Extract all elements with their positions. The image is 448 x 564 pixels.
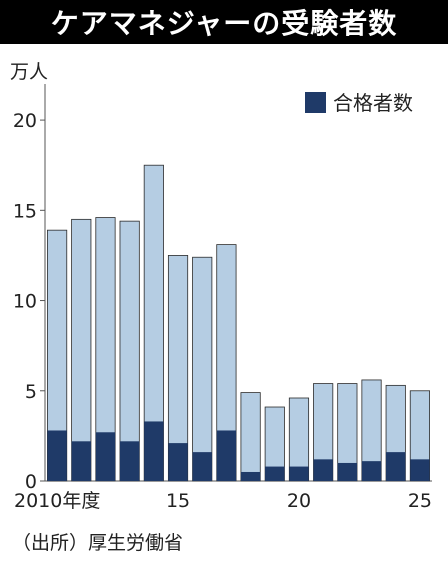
legend-swatch-passers <box>305 92 326 113</box>
bar-examinees <box>192 256 213 482</box>
bar-passers <box>216 430 237 481</box>
y-tick-label: 5 <box>25 381 37 403</box>
bar-passers <box>95 432 116 481</box>
source-note: （出所）厚生労働省 <box>12 532 184 554</box>
bar-passers <box>337 462 358 481</box>
bar-passers <box>168 443 188 481</box>
bar-passers <box>265 466 285 481</box>
bar-passers <box>71 441 91 481</box>
y-axis-unit: 万人 <box>10 61 49 83</box>
y-tick-label: 20 <box>13 110 37 132</box>
x-tick-label: 25 <box>408 490 432 512</box>
x-tick-label: 15 <box>166 490 190 512</box>
y-tick-label: 15 <box>13 200 37 222</box>
bar-passers <box>144 421 164 481</box>
bar-passers <box>410 459 430 481</box>
y-tick-label: 0 <box>25 471 37 493</box>
y-tick-label: 10 <box>13 291 37 313</box>
bar-passers <box>240 471 261 481</box>
bar-passers <box>313 459 333 481</box>
bar-passers <box>386 452 406 481</box>
x-tick-label: 2010年度 <box>14 490 100 512</box>
chart-title: ケアマネジャーの受験者数 <box>0 0 448 44</box>
bar-passers <box>361 461 382 481</box>
bar-passers <box>192 452 212 481</box>
bar-examinees <box>240 392 261 482</box>
bar-passers <box>47 430 67 481</box>
x-tick-label: 20 <box>287 490 311 512</box>
bar-passers <box>289 466 309 481</box>
legend-label-passers: 合格者数 <box>333 91 413 115</box>
bar-passers <box>119 441 140 481</box>
